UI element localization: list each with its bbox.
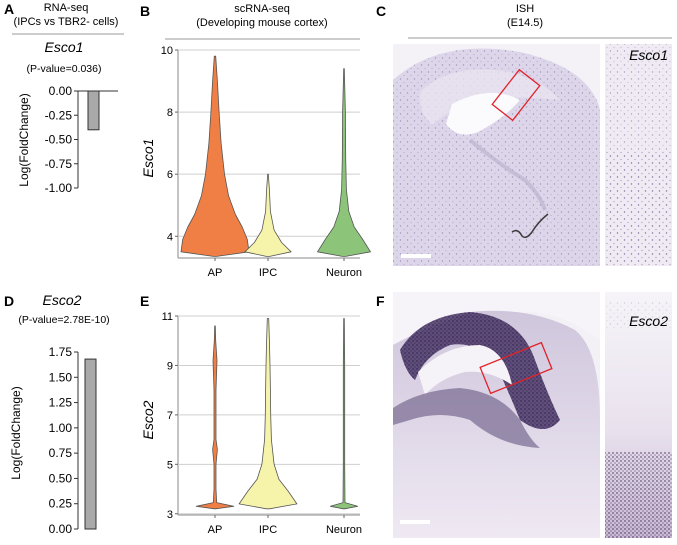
ish-image-c: [393, 44, 600, 266]
panel-letter-b: B: [140, 3, 150, 19]
y-tick-label: 1.25: [49, 396, 73, 410]
y-tick-label: -0.25: [45, 108, 73, 122]
panel-e-ylabel: Esco2: [140, 400, 156, 439]
panel-d-ylabel: Log(FoldChange): [9, 386, 23, 479]
violin-ap: [195, 325, 235, 510]
y-tick-label: 1.75: [49, 345, 73, 359]
y-tick-label: 0.00: [49, 522, 73, 536]
roi-box-f: [479, 341, 553, 395]
panel-a-ylabel: Log(FoldChange): [17, 93, 31, 186]
panel-b-ylabel: Esco1: [140, 139, 156, 178]
violin-neuron: [317, 68, 371, 257]
violin-neuron: [330, 318, 358, 510]
panel-d-gene-title: Esco2: [43, 292, 82, 308]
y-tick-label: 4: [167, 231, 173, 243]
x-tick-label: AP: [208, 524, 223, 536]
bar: [84, 358, 97, 530]
y-tick-label: 0.50: [49, 471, 73, 485]
violin-chart-e: 3 5 7 9 11 AP IPC Neuron: [162, 311, 362, 536]
x-tick-label: AP: [208, 267, 223, 279]
violin-ap: [180, 55, 250, 257]
panel-c-header-2: (E14.5): [507, 17, 543, 29]
bar-chart-a: 0.00 -0.25 -0.50 -0.75 -1.00: [45, 84, 118, 195]
panel-e: E Esco2 3 5 7 9 11 AP IPC Neuron: [140, 293, 362, 536]
y-tick-label: 1.00: [49, 421, 73, 435]
panel-letter-e: E: [140, 293, 149, 309]
panel-a: A RNA-seq (IPCs vs TBR2- cells) Esco1 (P…: [4, 1, 124, 195]
bar-chart-d: 0.00 0.25 0.50 0.75 1.00 1.25 1.50 1.75: [49, 345, 97, 536]
scale-bar-c: [401, 254, 431, 258]
ish-inset-c: Esco1: [605, 44, 672, 266]
panel-b-header-1: scRNA-seq: [234, 3, 290, 15]
y-tick-label: 0.25: [49, 497, 73, 511]
y-tick-label: -0.50: [45, 133, 73, 147]
violin-ipc: [244, 173, 292, 257]
violin-chart-b: 4 6 8 10 AP IPC Neuron: [161, 45, 371, 279]
panel-c: C ISH (E14.5) Esco1: [376, 3, 672, 266]
y-tick-label: 11: [162, 311, 173, 323]
panel-a-header-1: RNA-seq: [44, 2, 89, 14]
panel-d-pvalue: (P-value=2.78E-10): [18, 314, 109, 326]
panel-a-gene-title: Esco1: [45, 39, 84, 55]
y-tick-label: 0.75: [49, 446, 73, 460]
y-tick-label: 1.50: [49, 370, 73, 384]
scale-bar-f: [400, 520, 430, 524]
panel-a-header-2: (IPCs vs TBR2- cells): [14, 16, 119, 28]
panel-letter-f: F: [376, 293, 385, 309]
y-tick-label: 5: [167, 459, 173, 471]
ish-inset-f: Esco2: [605, 292, 672, 538]
panel-letter-d: D: [4, 293, 14, 309]
y-tick-label: 10: [161, 45, 173, 57]
y-tick-label: -0.75: [45, 157, 73, 171]
y-tick-label: 8: [167, 107, 173, 119]
panel-letter-c: C: [376, 3, 386, 19]
violin-ipc: [238, 318, 298, 510]
panel-c-header-1: ISH: [516, 3, 534, 15]
panel-d: D Esco2 (P-value=2.78E-10) Log(FoldChang…: [4, 292, 110, 536]
y-tick-label: 7: [167, 410, 173, 422]
panel-c-inset-label: Esco1: [629, 47, 668, 63]
panel-f: F Esco2: [376, 292, 672, 538]
roi-box-c: [491, 68, 541, 122]
x-tick-label: Neuron: [326, 524, 362, 536]
ish-image-f: [393, 292, 600, 538]
y-tick-label: -1.00: [45, 181, 73, 195]
panel-b: B scRNA-seq (Developing mouse cortex) Es…: [140, 3, 371, 279]
panel-b-header-2: (Developing mouse cortex): [196, 17, 327, 29]
x-tick-label: Neuron: [326, 267, 362, 279]
bar: [87, 90, 100, 131]
y-tick-label: 9: [167, 360, 173, 372]
panel-a-pvalue: (P-value=0.036): [26, 63, 101, 75]
x-tick-label: IPC: [259, 267, 277, 279]
panel-f-inset-label: Esco2: [629, 313, 668, 329]
y-tick-label: 0.00: [49, 84, 73, 98]
x-tick-label: IPC: [259, 524, 277, 536]
y-tick-label: 6: [167, 169, 173, 181]
panel-letter-a: A: [4, 1, 14, 17]
y-tick-label: 3: [167, 509, 173, 521]
